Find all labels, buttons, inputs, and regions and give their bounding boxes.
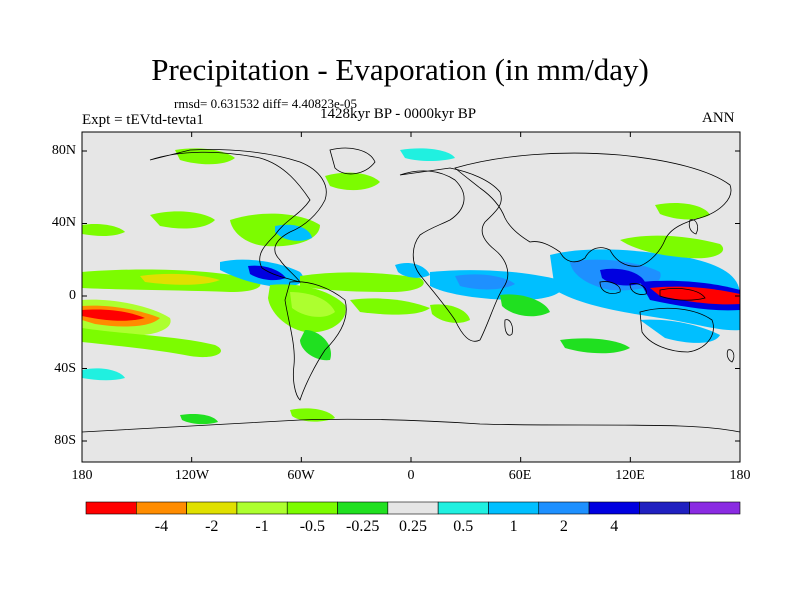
colorbar-swatch bbox=[488, 501, 540, 515]
colorbar-swatch bbox=[85, 501, 137, 515]
colorbar-swatch bbox=[437, 501, 489, 515]
lat-label-80n: 80N bbox=[51, 143, 76, 158]
colorbar bbox=[85, 501, 741, 515]
lon-label-60w: 60W bbox=[287, 468, 315, 483]
colorbar-label: -1 bbox=[255, 518, 269, 535]
field-contours bbox=[82, 148, 740, 425]
colorbar-swatch bbox=[538, 501, 590, 515]
season-label: ANN bbox=[702, 110, 735, 126]
colorbar-swatch bbox=[387, 501, 439, 515]
lat-label-40s: 40S bbox=[54, 361, 76, 376]
colorbar-swatch bbox=[136, 501, 187, 515]
period-label: 1428kyr BP - 0000kyr BP bbox=[320, 106, 477, 122]
colorbar-swatch bbox=[236, 501, 288, 515]
map-title: Precipitation - Evaporation (in mm/day) bbox=[151, 52, 649, 87]
colorbar-label: 4 bbox=[610, 518, 619, 535]
lon-label-60e: 60E bbox=[508, 468, 532, 483]
colorbar-label: -4 bbox=[154, 518, 169, 535]
coastlines bbox=[82, 147, 740, 433]
colorbar-label: 2 bbox=[559, 518, 568, 535]
lat-label-40n: 40N bbox=[51, 215, 76, 230]
colorbar-swatch bbox=[337, 501, 389, 515]
colorbar-label: 1 bbox=[509, 518, 518, 535]
colorbar-label: 0.5 bbox=[453, 518, 474, 535]
lon-label-120w: 120W bbox=[174, 468, 210, 483]
colorbar-label: -0.5 bbox=[299, 518, 326, 535]
stats-text: rmsd= 0.631532 diff= 4.40823e-05 bbox=[174, 96, 358, 111]
colorbar-label: -0.25 bbox=[346, 518, 380, 535]
lat-label-0: 0 bbox=[69, 288, 76, 303]
lat-label-80s: 80S bbox=[54, 433, 76, 448]
colorbar-label: -2 bbox=[205, 518, 219, 535]
colorbar-swatch bbox=[286, 501, 338, 515]
colorbar-swatch bbox=[639, 501, 690, 515]
colorbar-label: 0.25 bbox=[399, 518, 427, 535]
colorbar-swatch bbox=[689, 501, 741, 515]
lon-label-180w: 180 bbox=[71, 468, 93, 483]
experiment-label: Expt = tEVtd-tevta1 bbox=[82, 112, 204, 128]
lon-label-180e: 180 bbox=[729, 468, 751, 483]
axis-ticks bbox=[81, 132, 741, 462]
lon-label-120e: 120E bbox=[615, 468, 645, 483]
colorbar-swatch bbox=[186, 501, 238, 515]
colorbar-swatch bbox=[588, 501, 640, 515]
lon-label-0: 0 bbox=[407, 468, 415, 483]
